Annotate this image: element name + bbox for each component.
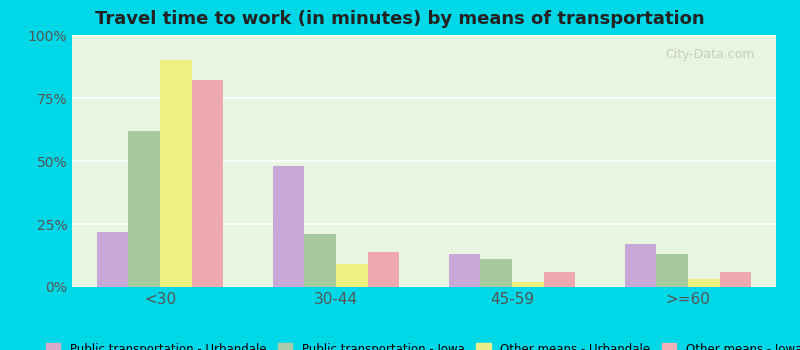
Bar — [160, 60, 192, 287]
Bar — [273, 166, 304, 287]
Bar — [544, 272, 575, 287]
Bar — [128, 131, 160, 287]
Bar — [625, 244, 656, 287]
Bar — [512, 282, 544, 287]
Bar — [336, 264, 368, 287]
Bar — [304, 234, 336, 287]
Bar — [192, 80, 223, 287]
Bar — [656, 254, 688, 287]
Text: Travel time to work (in minutes) by means of transportation: Travel time to work (in minutes) by mean… — [95, 10, 705, 28]
Bar — [97, 232, 128, 287]
Bar — [720, 272, 751, 287]
Bar — [368, 252, 399, 287]
Bar — [688, 279, 720, 287]
Bar — [480, 259, 512, 287]
Text: City-Data.com: City-Data.com — [666, 48, 755, 61]
Bar — [449, 254, 480, 287]
Legend: Public transportation - Urbandale, Public transportation - Iowa, Other means - U: Public transportation - Urbandale, Publi… — [42, 338, 800, 350]
